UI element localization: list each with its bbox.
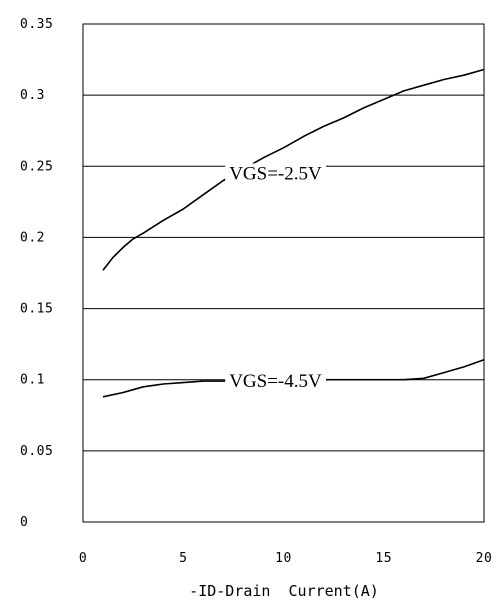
x-axis-title: -ID-Drain Current(A): [189, 582, 379, 600]
series-line-1: [102, 68, 485, 271]
curve-labels: VGS=-2.5V VGS=-4.5V: [225, 163, 327, 393]
x-axis-ticks: 0 5 10 15 20: [79, 551, 492, 566]
y-tick-label: 0.05: [20, 444, 53, 459]
x-tick-label: 20: [476, 551, 493, 566]
series-lines: [102, 68, 485, 398]
y-tick-label: 0.25: [20, 159, 53, 174]
curve-label-1: VGS=-2.5V: [225, 163, 327, 185]
plot-frame: [82, 23, 485, 523]
curve-label-bg: [225, 371, 327, 393]
y-tick-label: 0: [20, 515, 28, 530]
curve-label-text: VGS=-2.5V: [229, 163, 322, 184]
y-tick-label: 0.15: [20, 302, 53, 317]
y-axis-ticks: 0 0.05 0.1 0.15 0.2 0.25 0.3 0.35: [20, 17, 53, 530]
x-tick-label: 15: [375, 551, 392, 566]
y-tick-label: 0.3: [20, 88, 45, 103]
y-tick-label: 0.2: [20, 230, 45, 245]
curve-label-text: VGS=-4.5V: [229, 371, 322, 392]
x-tick-label: 5: [179, 551, 187, 566]
curve-label-bg: [225, 163, 327, 185]
curve-label-2: VGS=-4.5V: [225, 371, 327, 393]
y-tick-label: 0.35: [20, 17, 53, 32]
grid-lines: [82, 23, 485, 523]
x-tick-label: 10: [275, 551, 292, 566]
y-tick-label: 0.1: [20, 373, 45, 388]
x-tick-label: 0: [79, 551, 87, 566]
